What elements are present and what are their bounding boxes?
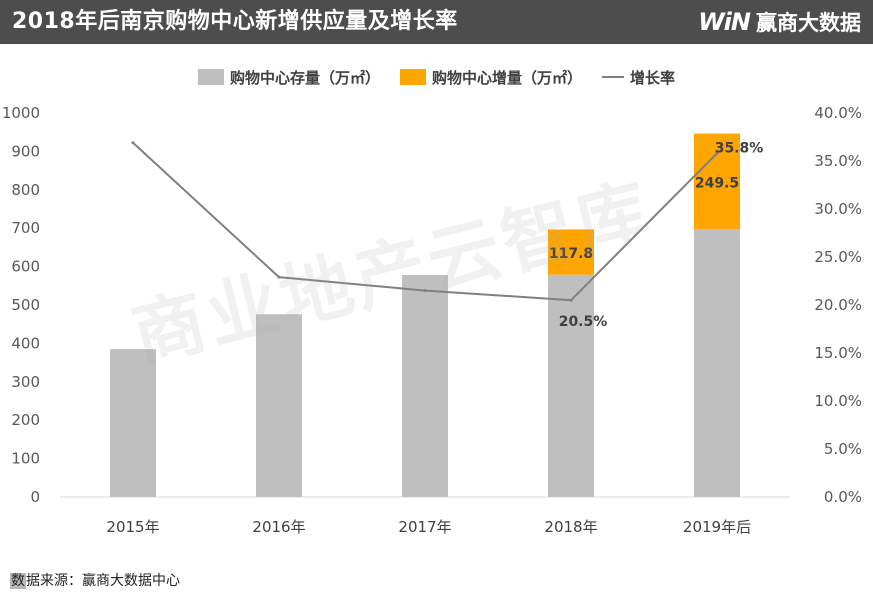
legend-label-increase: 购物中心增量（万㎡） (431, 68, 582, 87)
bar-stock (110, 349, 156, 497)
bar-stock (256, 314, 302, 497)
legend-item-growth: 增长率 (602, 67, 675, 88)
y2-tick-label: 10.0% (814, 392, 862, 410)
bar-stock (548, 274, 594, 497)
growth-point (569, 298, 573, 302)
y2-tick-label: 40.0% (814, 104, 862, 122)
y-tick-label: 0 (30, 488, 40, 506)
y-tick-label: 700 (11, 219, 40, 237)
legend-item-stock: 购物中心存量（万㎡） (197, 67, 380, 88)
growth-point (131, 141, 135, 145)
y2-tick-label: 20.0% (814, 296, 862, 314)
brand: WiN 赢商大数据 (698, 0, 861, 44)
y2-tick-label: 5.0% (824, 440, 862, 458)
header-bar: 2018年后南京购物中心新增供应量及增长率 WiN 赢商大数据 (0, 0, 873, 44)
y-tick-label: 500 (11, 296, 40, 314)
bar-increase (694, 133, 740, 230)
y-tick-label: 900 (11, 142, 40, 160)
legend-swatch-growth (602, 76, 624, 78)
growth-point (423, 289, 427, 293)
y-tick-label: 800 (11, 181, 40, 199)
bar-stock (694, 229, 740, 498)
bar-stock (402, 275, 448, 497)
x-tick-label: 2017年 (398, 518, 451, 536)
increase-data-label: 117.8 (549, 246, 593, 262)
bar-increase (548, 229, 594, 275)
y2-tick-label: 25.0% (814, 248, 862, 266)
y-tick-label: 600 (11, 258, 40, 276)
growth-point (277, 275, 281, 279)
source-text: 据来源：赢商大数据中心 (26, 573, 180, 589)
legend-swatch-increase (399, 69, 426, 85)
increase-data-label: 249.5 (695, 175, 739, 191)
legend-label-growth: 增长率 (630, 68, 676, 87)
growth-point (715, 151, 719, 155)
legend-label-stock: 购物中心存量（万㎡） (229, 68, 380, 87)
brand-name: 赢商大数据 (756, 11, 861, 35)
legend-item-increase: 购物中心增量（万㎡） (399, 67, 582, 88)
growth-data-label: 35.8% (715, 140, 764, 156)
page-title: 2018年后南京购物中心新增供应量及增长率 (12, 9, 458, 34)
x-tick-label: 2019年后 (683, 518, 751, 536)
brand-logo: WiN (698, 8, 751, 36)
growth-data-label: 20.5% (559, 314, 608, 330)
y2-tick-label: 30.0% (814, 200, 862, 218)
source-note: 数据来源：赢商大数据中心 (10, 570, 180, 592)
source-highlight: 数 (10, 573, 26, 589)
chart-legend: 购物中心存量（万㎡） 购物中心增量（万㎡） 增长率 (0, 64, 873, 90)
y2-tick-label: 15.0% (814, 344, 862, 362)
y2-tick-label: 35.0% (814, 152, 862, 170)
x-tick-label: 2016年 (252, 518, 305, 536)
x-tick-label: 2015年 (106, 518, 159, 536)
legend-swatch-stock (197, 69, 224, 85)
y-tick-label: 400 (11, 334, 40, 352)
y-tick-label: 100 (11, 450, 40, 468)
y-tick-label: 200 (11, 411, 40, 429)
x-tick-label: 2018年 (544, 518, 597, 536)
y-tick-label: 1000 (2, 104, 40, 122)
y-tick-label: 300 (11, 373, 40, 391)
y2-tick-label: 0.0% (824, 488, 862, 506)
